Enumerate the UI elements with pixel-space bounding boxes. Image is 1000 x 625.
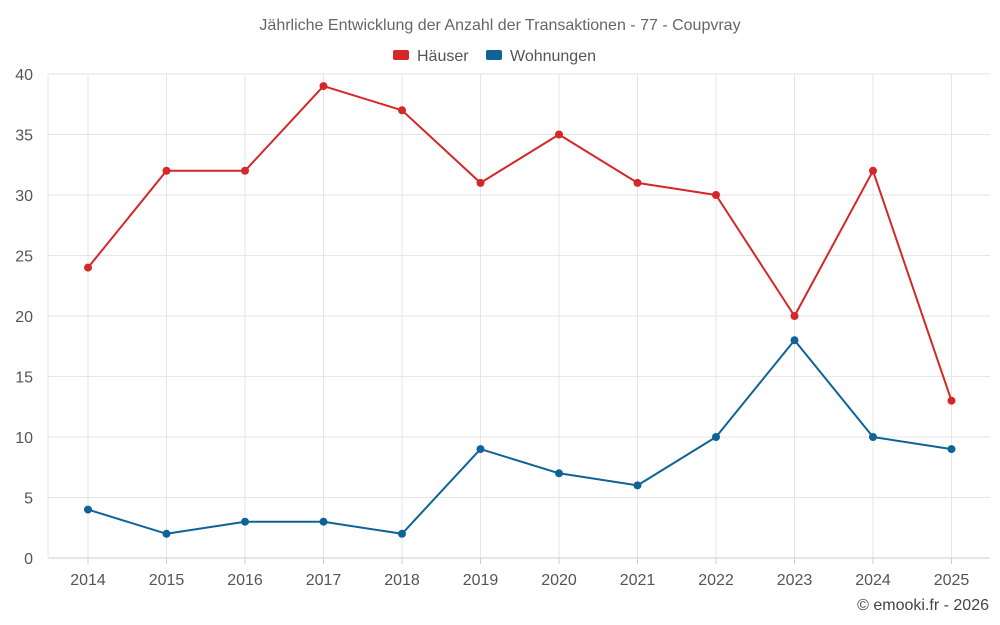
legend-swatch-apartments [486, 50, 502, 60]
data-point-houses[interactable] [712, 191, 720, 199]
x-tick-label: 2019 [463, 572, 499, 589]
data-point-houses[interactable] [84, 263, 92, 272]
data-point-apartments[interactable] [869, 433, 877, 441]
data-point-houses[interactable] [476, 178, 485, 187]
credit-text: © emooki.fr - 2026 [857, 597, 989, 614]
y-tick-label: 0 [24, 551, 33, 568]
data-point-apartments[interactable] [398, 529, 406, 538]
x-tick-label: 2021 [620, 572, 656, 589]
legend: Häuser Wohnungen [393, 48, 596, 65]
x-tick-label: 2020 [541, 572, 577, 589]
y-tick-label: 5 [24, 491, 33, 508]
data-point-apartments[interactable] [947, 445, 956, 454]
legend-label-houses[interactable]: Häuser [417, 48, 469, 65]
x-tick-label: 2023 [777, 572, 813, 589]
y-tick-label: 20 [15, 309, 33, 326]
x-tick-label: 2025 [934, 572, 970, 589]
legend-swatch-houses [393, 50, 409, 60]
data-point-apartments[interactable] [555, 469, 563, 478]
series-line-apartments [87, 339, 952, 535]
y-tick-label: 25 [15, 249, 33, 266]
legend-label-apartments[interactable]: Wohnungen [510, 48, 596, 65]
x-tick-label: 2024 [855, 572, 891, 589]
y-tick-label: 35 [15, 128, 33, 145]
data-point-houses[interactable] [947, 396, 956, 405]
y-tick-label: 10 [15, 430, 33, 447]
x-tick-label: 2014 [70, 572, 106, 589]
y-tick-label: 30 [15, 188, 33, 205]
data-point-apartments[interactable] [319, 517, 328, 526]
gridlines [48, 73, 990, 558]
data-point-apartments[interactable] [790, 336, 799, 345]
series [84, 82, 956, 538]
data-point-houses[interactable] [869, 166, 877, 175]
x-tick-label: 2022 [698, 572, 734, 589]
y-tick-label: 15 [15, 370, 33, 387]
data-point-houses[interactable] [633, 178, 642, 187]
data-point-apartments[interactable] [84, 505, 92, 514]
data-point-houses[interactable] [162, 166, 171, 175]
data-point-houses[interactable] [555, 130, 563, 139]
x-tick-label: 2017 [306, 572, 342, 589]
series-line-houses [87, 85, 953, 402]
data-point-houses[interactable] [790, 312, 799, 320]
data-point-houses[interactable] [241, 166, 249, 175]
data-point-apartments[interactable] [241, 517, 249, 526]
data-point-apartments[interactable] [162, 529, 171, 538]
x-tick-label: 2018 [384, 572, 420, 589]
y-tick-label: 40 [15, 67, 33, 84]
data-point-apartments[interactable] [633, 481, 642, 490]
x-tick-label: 2015 [149, 572, 185, 589]
x-tick-label: 2016 [227, 572, 263, 589]
data-point-houses[interactable] [398, 106, 406, 115]
data-point-apartments[interactable] [712, 433, 720, 441]
chart-title: Jährliche Entwicklung der Anzahl der Tra… [259, 17, 740, 34]
data-point-houses[interactable] [319, 82, 328, 91]
data-point-apartments[interactable] [476, 445, 485, 454]
